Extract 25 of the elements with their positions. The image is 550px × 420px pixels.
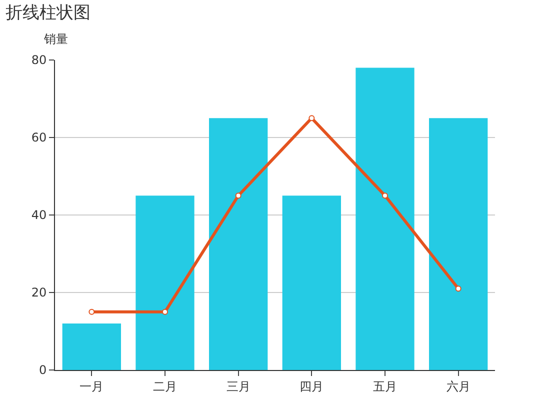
- bar: [282, 196, 341, 370]
- point: [88, 308, 95, 315]
- y-tick-label: 20: [31, 286, 47, 300]
- x-tick-label: 二月: [153, 379, 177, 394]
- y-tick-label: 0: [38, 363, 47, 378]
- point: [455, 286, 462, 292]
- x-tick-label: 五月: [373, 379, 397, 394]
- point: [382, 192, 388, 199]
- bar: [356, 68, 414, 370]
- point: [308, 115, 315, 122]
- y-axis-title: 销量: [43, 32, 68, 46]
- bar: [136, 196, 194, 370]
- point: [162, 308, 168, 315]
- point: [235, 192, 242, 199]
- bar: [209, 118, 268, 370]
- chart-title: 折线柱状图: [6, 3, 90, 24]
- y-tick-label: 40: [31, 208, 47, 222]
- bar: [429, 118, 488, 370]
- x-tick-label: 六月: [446, 379, 470, 394]
- bar: [62, 324, 121, 370]
- x-tick-label: 三月: [226, 379, 250, 394]
- y-tick-label: 80: [31, 53, 47, 68]
- x-tick-label: 四月: [300, 379, 324, 394]
- y-tick-label: 60: [31, 130, 47, 145]
- x-tick-label: 一月: [80, 379, 104, 394]
